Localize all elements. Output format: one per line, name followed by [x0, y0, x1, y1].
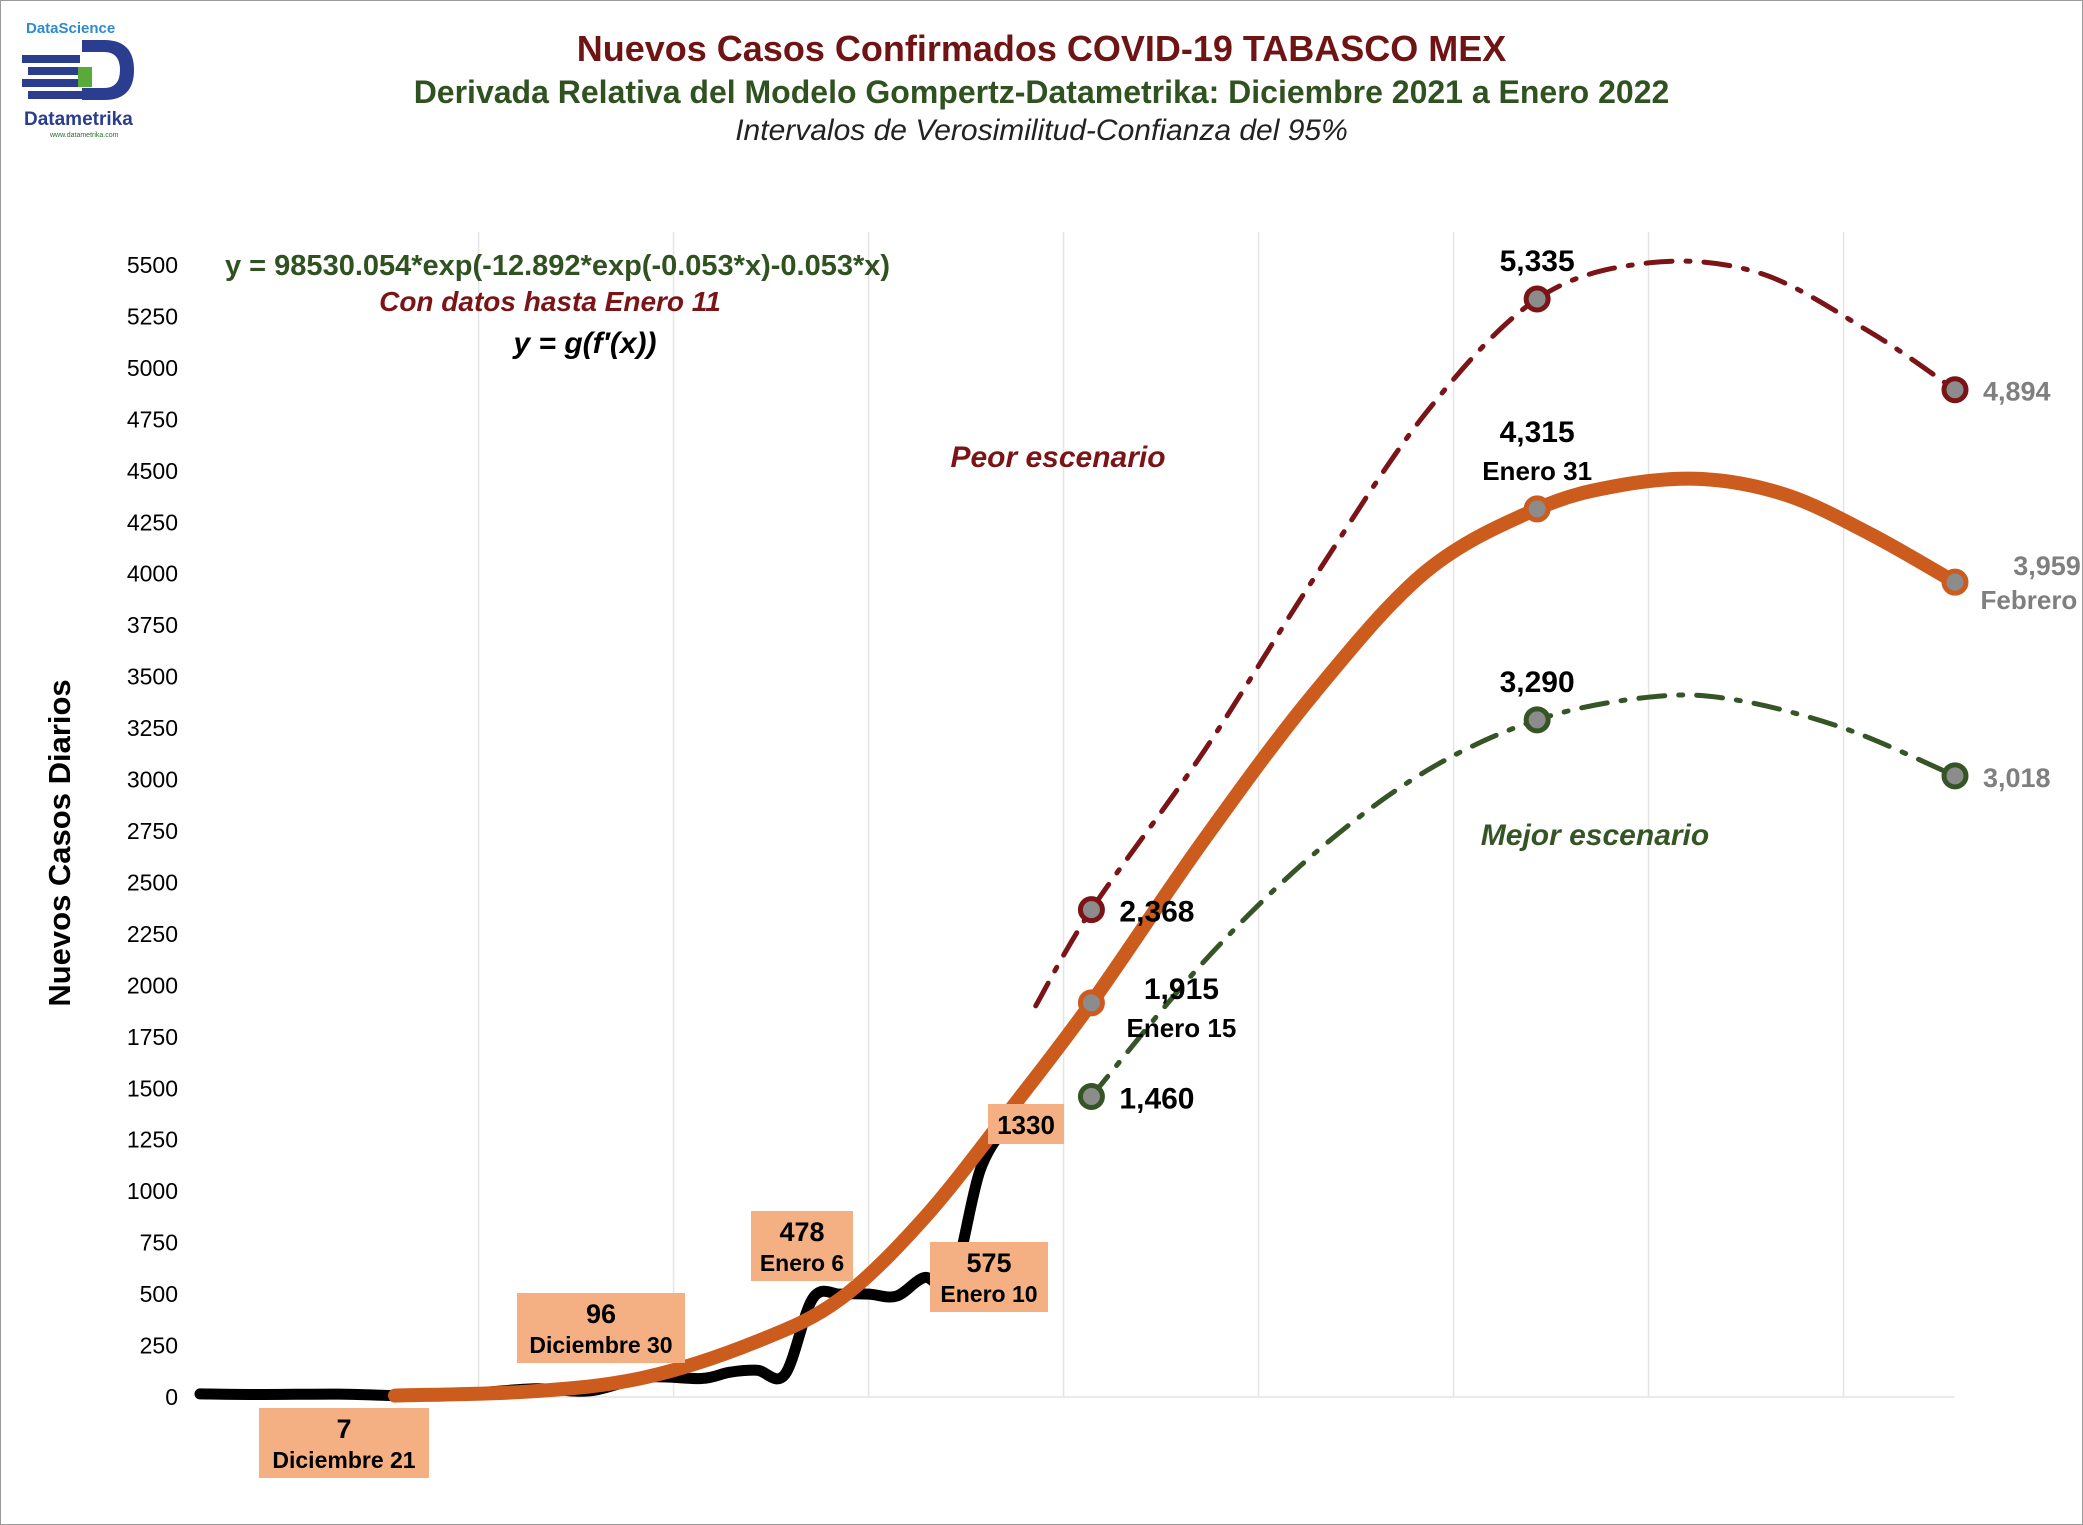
observed-value-label: 1330: [997, 1110, 1055, 1140]
point-date-label: Enero 15: [1127, 1013, 1237, 1043]
point-value-label: 4,894: [1983, 377, 2051, 407]
logo-bar: [28, 91, 86, 99]
y-tick-label: 1500: [127, 1075, 178, 1101]
point-date-label: Febrero 15: [1981, 585, 2083, 615]
y-tick-label: 2750: [127, 818, 178, 844]
y-tick-label: 0: [165, 1384, 178, 1410]
series-line-worst: [1033, 258, 1958, 1009]
projection-markers: 2,368 5,335 4,894 1,915 Enero 15 4,315 Enero 3…: [1077, 245, 2083, 1116]
equation-block: y = 98530.054*exp(-12.892*exp(-0.053*x)-…: [225, 250, 890, 360]
logo-bar: [28, 67, 86, 75]
point-value-label: 3,959: [2013, 551, 2081, 581]
datametrika-d-logo-icon: DataScience Datametrika www.datametrika.…: [22, 20, 134, 139]
point-value-label: 3,018: [1983, 763, 2051, 793]
logo-url: www.datametrika.com: [49, 132, 119, 139]
point-value-label: 5,335: [1500, 245, 1575, 278]
y-tick-label: 3500: [127, 664, 178, 690]
observed-value-label: 575: [966, 1248, 1011, 1278]
formula-label: y = g(f′(x)): [511, 327, 656, 360]
worst-scenario-label: Peor escenario: [950, 441, 1165, 474]
y-tick-label: 4500: [127, 458, 178, 484]
logo-name: Datametrika: [24, 109, 133, 130]
y-tick-label: 4750: [127, 406, 178, 432]
series-lines: [194, 258, 1962, 1403]
label-box-background: [751, 1211, 853, 1281]
observed-label-box: 1330: [988, 1104, 1064, 1144]
observed-label-box: 478 Enero 6: [751, 1211, 853, 1281]
y-tick-label: 5500: [127, 252, 178, 278]
y-tick-label: 1250: [127, 1127, 178, 1153]
marker-worst: [1077, 896, 1105, 924]
series-line-best: [1088, 692, 1958, 1099]
marker-best: [1077, 1083, 1105, 1111]
best-scenario-label: Mejor escenario: [1481, 819, 1709, 852]
observed-labels: 7 Diciembre 21 96 Diciembre 30 478 Enero 6 575…: [259, 1104, 1064, 1478]
observed-date-label: Diciembre 21: [272, 1447, 415, 1473]
observed-date-label: Enero 10: [940, 1281, 1037, 1307]
y-tick-label: 3750: [127, 612, 178, 638]
observed-date-label: Enero 6: [760, 1250, 844, 1276]
marker-worst: [1523, 285, 1551, 313]
label-box-background: [259, 1408, 429, 1478]
marker-best: [1941, 762, 1969, 790]
marker-model: [1077, 989, 1105, 1017]
logo-bar: [22, 55, 80, 63]
series-line-model: [388, 471, 1962, 1403]
y-tick-label: 250: [140, 1333, 178, 1359]
y-tick-label: 500: [140, 1281, 178, 1307]
marker-model: [1941, 568, 1969, 596]
y-tick-label: 3000: [127, 767, 178, 793]
marker-worst: [1941, 376, 1969, 404]
y-axis-label: Nuevos Casos Diarios: [42, 679, 77, 1006]
y-tick-label: 5250: [127, 303, 178, 329]
point-date-label: Enero 31: [1482, 456, 1592, 486]
point-value-label: 2,368: [1119, 896, 1194, 929]
observed-date-label: Diciembre 30: [529, 1332, 672, 1358]
y-tick-label: 750: [140, 1230, 178, 1256]
point-value-label: 1,460: [1119, 1083, 1194, 1116]
logo-accent: [78, 67, 92, 87]
marker-model: [1523, 495, 1551, 523]
data-cutoff-note: Con datos hasta Enero 11: [379, 286, 721, 317]
datametrika-logo: DataScience Datametrika www.datametrika.…: [20, 18, 150, 148]
observed-value-label: 96: [586, 1299, 616, 1329]
y-tick-label: 2000: [127, 972, 178, 998]
y-tick-label: 2500: [127, 869, 178, 895]
label-box-background: [988, 1104, 1064, 1144]
label-box-background: [930, 1242, 1048, 1312]
chart-subtitle: Derivada Relativa del Modelo Gompertz-Da…: [413, 74, 1670, 110]
y-axis: 0 250 500 750 1000 1250 1500 1750 2000 2250 2500 27…: [127, 252, 178, 1410]
logo-bar: [22, 79, 80, 87]
logo-top-text: DataScience: [26, 20, 115, 37]
observed-value-label: 7: [336, 1414, 351, 1444]
point-value-label: 3,290: [1500, 666, 1575, 699]
scenario-labels: Peor escenario Mejor escenario: [950, 441, 1709, 852]
y-tick-label: 1000: [127, 1178, 178, 1204]
chart-title: Nuevos Casos Confirmados COVID-19 TABASC…: [576, 28, 1507, 69]
model-equation: y = 98530.054*exp(-12.892*exp(-0.053*x)-…: [225, 250, 890, 282]
observed-label-box: 575 Enero 10: [930, 1242, 1048, 1312]
grid: [200, 232, 1955, 1398]
chart-subtitle-confidence: Intervalos de Verosimilitud-Confianza de…: [735, 114, 1348, 147]
y-tick-label: 2250: [127, 921, 178, 947]
observed-label-box: 96 Diciembre 30: [517, 1293, 685, 1363]
observed-label-box: 7 Diciembre 21: [259, 1408, 429, 1478]
observed-value-label: 478: [779, 1217, 824, 1247]
y-tick-label: 5000: [127, 355, 178, 381]
marker-best: [1523, 706, 1551, 734]
y-tick-label: 3250: [127, 715, 178, 741]
y-tick-label: 1750: [127, 1024, 178, 1050]
point-value-label: 4,315: [1500, 416, 1575, 449]
y-tick-label: 4250: [127, 509, 178, 535]
label-box-background: [517, 1293, 685, 1363]
point-value-label: 1,915: [1144, 973, 1219, 1006]
logo-d-shape: [82, 40, 134, 100]
y-tick-label: 4000: [127, 561, 178, 587]
